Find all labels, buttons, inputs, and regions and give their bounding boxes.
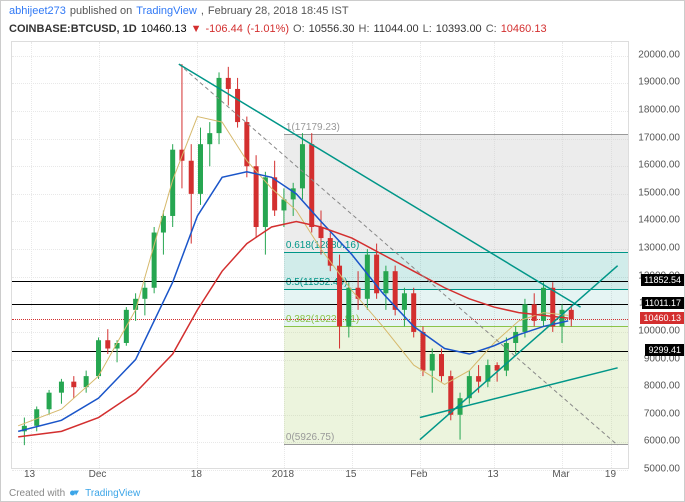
x-tick: Dec (89, 469, 107, 480)
close-value: 10460.13 (501, 23, 547, 35)
x-tick: 19 (605, 469, 616, 480)
fib-label: 1(17179.23) (286, 122, 340, 133)
y-tick: 20000.00 (638, 49, 680, 60)
x-tick: 13 (487, 469, 498, 480)
x-tick: 15 (345, 469, 356, 480)
open-label: O: (293, 23, 305, 35)
x-tick: 18 (191, 469, 202, 480)
y-tick: 17000.00 (638, 132, 680, 143)
high-label: H: (359, 23, 370, 35)
y-tick: 18000.00 (638, 105, 680, 116)
price-chart[interactable]: 1(17179.23) 0.618(12880.16) 0.5(11552.49) 0… (11, 41, 629, 469)
fib-label: 0.5(11552.49) (286, 277, 348, 288)
publish-datetime: February 28, 2018 18:45 IST (208, 5, 349, 17)
y-tick: 7000.00 (644, 408, 680, 419)
open-value: 10556.30 (309, 23, 355, 35)
close-label: C: (486, 23, 497, 35)
footer-brand: TradingView (85, 488, 140, 499)
low-value: 10393.00 (436, 23, 482, 35)
y-tick: 15000.00 (638, 187, 680, 198)
price-tag: 9299.41 (645, 344, 684, 356)
chart-container: abhijeet273 published on TradingView , F… (0, 0, 685, 502)
low-label: L: (423, 23, 432, 35)
y-tick: 14000.00 (638, 215, 680, 226)
y-tick: 6000.00 (644, 436, 680, 447)
author-link[interactable]: abhijeet273 (9, 5, 66, 17)
change-abs: -106.44 (206, 23, 243, 35)
tradingview-logo-icon (69, 487, 81, 499)
published-label: published on (70, 5, 132, 17)
last-price: 10460.13 (141, 23, 187, 35)
footer: Created with TradingView (9, 487, 140, 499)
price-tag: 11852.54 (641, 274, 684, 286)
y-tick: 5000.00 (644, 464, 680, 475)
y-tick: 19000.00 (638, 77, 680, 88)
y-tick: 8000.00 (644, 381, 680, 392)
x-tick: 2018 (272, 469, 294, 480)
change-pct: (-1.01%) (247, 23, 289, 35)
fib-label: 0(5926.75) (286, 432, 334, 443)
y-tick: 10000.00 (638, 325, 680, 336)
x-tick: Feb (410, 469, 427, 480)
symbol: COINBASE:BTCUSD, 1D (9, 23, 137, 35)
footer-text: Created with (9, 488, 65, 499)
y-tick: 16000.00 (638, 160, 680, 171)
x-tick: Mar (552, 469, 569, 480)
y-tick: 13000.00 (638, 243, 680, 254)
publish-header: abhijeet273 published on TradingView , F… (1, 1, 684, 21)
price-tag: 10460.13 (640, 312, 684, 324)
price-tag: 11011.17 (642, 297, 684, 309)
down-arrow-icon: ▼ (191, 23, 202, 35)
high-value: 11044.00 (374, 23, 419, 35)
x-tick: 13 (24, 469, 35, 480)
fib-label: 0.618(12880.16) (286, 240, 359, 251)
ticker-row: COINBASE:BTCUSD, 1D 10460.13 ▼ -106.44 (… (1, 21, 684, 39)
platform-link[interactable]: TradingView (136, 5, 197, 17)
y-axis: 5000.006000.007000.008000.009000.0010000… (629, 41, 684, 469)
x-axis: 13 Dec 18 2018 15 Feb 13 Mar 19 (11, 469, 629, 483)
